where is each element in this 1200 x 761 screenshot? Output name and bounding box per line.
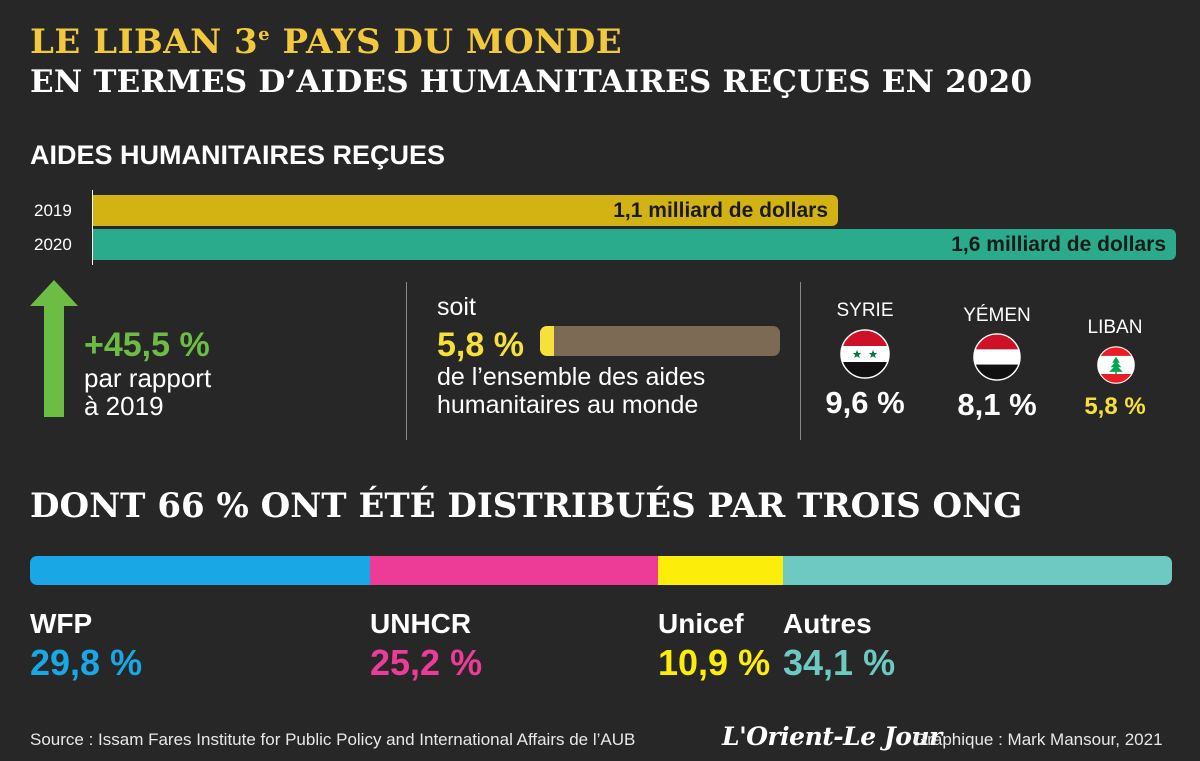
- up-arrow-icon: [30, 280, 78, 417]
- country-name-yemen: YÉMEN: [963, 305, 1031, 326]
- country-value-lebanon: 5,8 %: [1084, 393, 1146, 420]
- subheadline: EN TERMES D’AIDES HUMANITAIRES REÇUES EN…: [30, 64, 1033, 100]
- divider-left: [406, 282, 407, 440]
- syria-flag-icon: [840, 329, 890, 379]
- ong-value-wfp: 29,8 %: [30, 642, 143, 683]
- ong-segment-autres: [782, 556, 1172, 585]
- yemen-flag-icon: [973, 333, 1021, 381]
- ong-name-unhcr: UNHCR: [370, 608, 472, 639]
- ong-name-wfp: WFP: [30, 608, 93, 639]
- ong-segment-unicef: [658, 556, 783, 585]
- country-value-yemen: 8,1 %: [957, 387, 1037, 422]
- graphic-credit: Graphique : Mark Mansour, 2021: [914, 730, 1163, 749]
- publisher-logo: L'Orient-Le Jour: [722, 722, 942, 751]
- aid-bar-2020: 1,6 milliard de dollars: [93, 229, 1176, 260]
- ong-section-title: DONT 66 % ONT ÉTÉ DISTRIBUÉS PAR TROIS O…: [30, 486, 1023, 526]
- increase-value: +45,5 %: [84, 326, 210, 364]
- ong-stacked-bar: [30, 556, 1172, 585]
- country-name-syria: SYRIE: [836, 300, 894, 321]
- ong-value-unicef: 10,9 %: [658, 642, 771, 683]
- share-caption-line1: de l’ensemble des aides: [437, 363, 706, 391]
- source-note: Source : Issam Fares Institute for Publi…: [30, 730, 636, 749]
- aid-bar-label-2020: 1,6 milliard de dollars: [951, 232, 1166, 256]
- ong-name-autres: Autres: [783, 608, 872, 639]
- aid-section-label: AIDES HUMANITAIRES REÇUES: [30, 140, 446, 170]
- country-name-lebanon: LIBAN: [1087, 317, 1143, 338]
- increase-caption-line1: par rapport: [84, 363, 212, 393]
- lebanon-flag-icon: [1097, 346, 1135, 384]
- share-progress-track: [540, 326, 780, 356]
- increase-caption-line2: à 2019: [84, 391, 164, 421]
- share-progress-fill: [540, 326, 554, 356]
- increase-caption: par rapport à 2019: [84, 364, 211, 420]
- share-prefix: soit: [437, 293, 476, 321]
- year-label-2020: 2020: [34, 235, 72, 254]
- aid-bar-2019: 1,1 milliard de dollars: [93, 195, 838, 226]
- ong-name-unicef: Unicef: [658, 608, 744, 639]
- ong-value-unhcr: 25,2 %: [370, 642, 483, 683]
- ong-segment-wfp: [30, 556, 371, 585]
- country-value-syria: 9,6 %: [825, 385, 905, 420]
- year-label-2019: 2019: [34, 201, 72, 220]
- aid-bar-label-2019: 1,1 milliard de dollars: [613, 198, 828, 222]
- bar-axis-line: [92, 190, 93, 265]
- share-caption: de l’ensemble des aides humanitaires au …: [437, 363, 705, 419]
- share-value: 5,8 %: [437, 326, 524, 364]
- ong-value-autres: 34,1 %: [783, 642, 896, 683]
- divider-right: [800, 282, 801, 440]
- headline: LE LIBAN 3e PAYS DU MONDE: [30, 22, 623, 62]
- share-caption-line2: humanitaires au monde: [437, 391, 699, 419]
- ong-segment-unhcr: [370, 556, 659, 585]
